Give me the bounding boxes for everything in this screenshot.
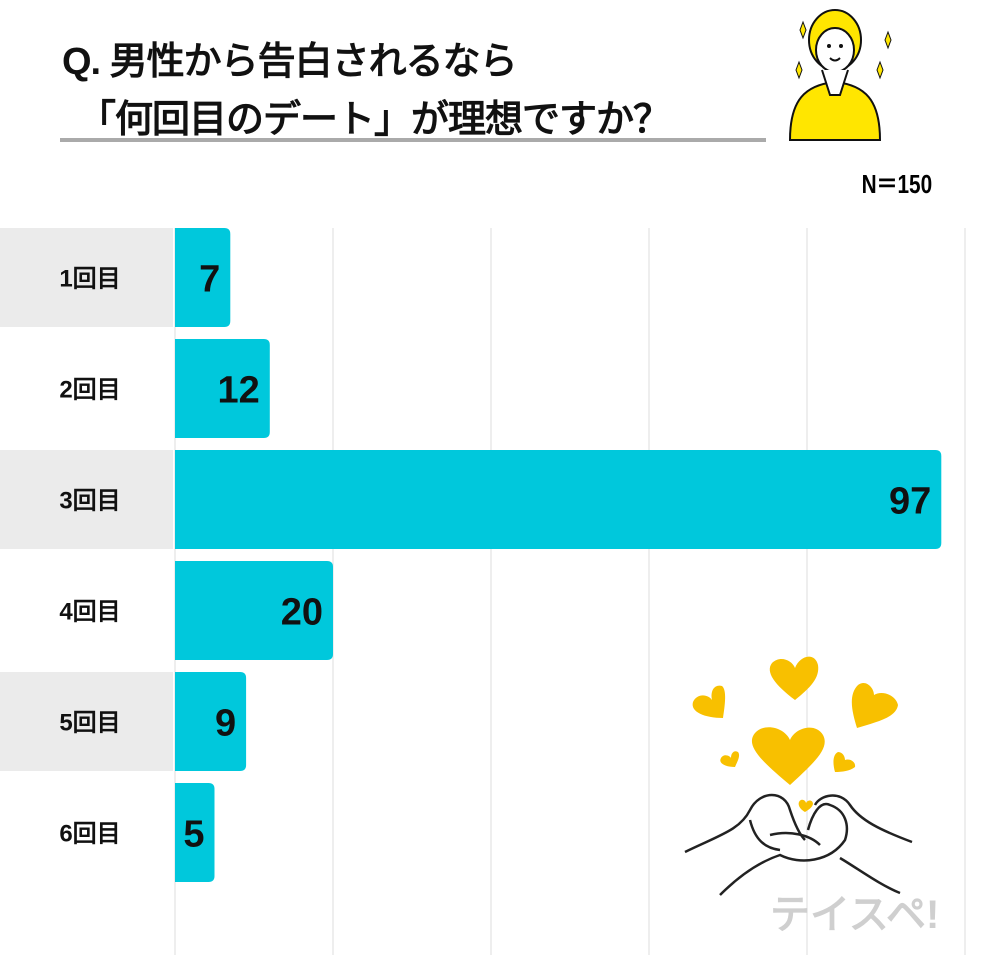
- chart-title-line2: 「何回目のデート」が理想ですか？: [78, 99, 671, 141]
- bar: [175, 672, 247, 771]
- category-label: 3回目: [59, 488, 120, 515]
- category-label: 2回目: [59, 377, 120, 404]
- watermark-logo: テイスペ!: [770, 893, 939, 937]
- data-label: 9: [215, 703, 236, 745]
- bar: [175, 450, 942, 549]
- sample-size: N＝150: [861, 169, 932, 199]
- woman-illustration: [788, 9, 892, 141]
- category-label: 4回目: [59, 599, 120, 626]
- category-label: 6回目: [59, 821, 120, 848]
- category-band: [0, 672, 173, 771]
- hearts-hands-illustration: [692, 656, 898, 812]
- category-band: [0, 450, 173, 549]
- data-label: 5: [183, 814, 204, 856]
- title-underline: [60, 138, 766, 142]
- chart-title-line1: Q. 男性から告白されるなら: [62, 41, 518, 83]
- category-label: 1回目: [59, 266, 120, 293]
- data-label: 12: [218, 370, 260, 412]
- category-label: 5回目: [59, 710, 120, 737]
- data-label: 7: [199, 259, 220, 301]
- bar: [175, 228, 231, 327]
- bar: [175, 561, 333, 660]
- hands-line-art: [684, 793, 913, 896]
- data-label: 97: [889, 481, 931, 523]
- bar: [175, 339, 270, 438]
- bar: [175, 783, 215, 882]
- data-label: 20: [281, 592, 323, 634]
- category-band: [0, 228, 173, 327]
